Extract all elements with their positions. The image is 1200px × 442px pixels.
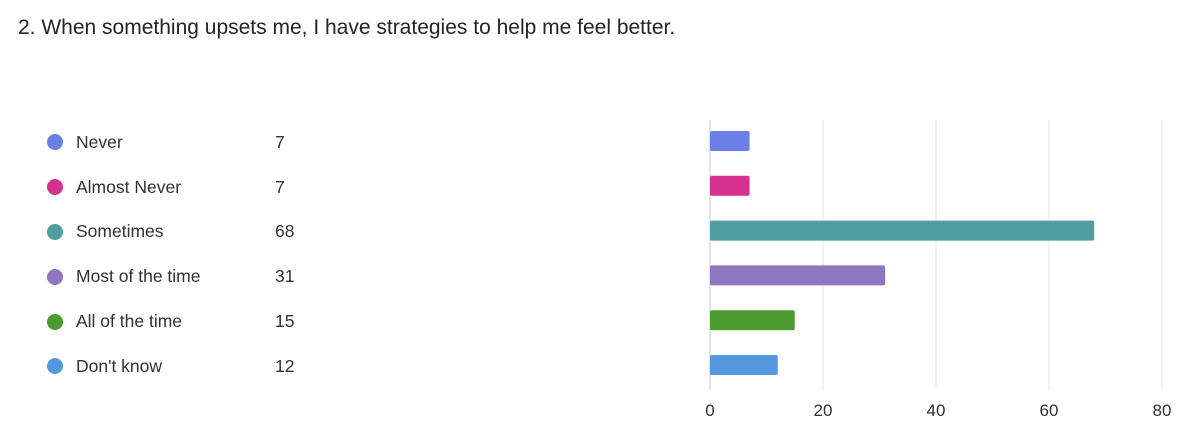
legend-item: Don't know 12 [40,344,340,389]
question-title: 2. When something upsets me, I have stra… [18,16,676,39]
bar[interactable] [710,175,750,196]
x-tick-label: 0 [705,401,714,420]
bar[interactable] [710,220,1095,241]
legend-label: Don't know [76,355,163,376]
legend-dot-icon [47,179,63,196]
legend-item: Almost Never 7 [40,165,340,210]
legend-item: Never 7 [40,120,340,165]
legend-count: 12 [275,355,295,376]
legend-item: Sometimes 68 [40,210,340,255]
legend-dot-icon [47,223,63,240]
legend-item: Most of the time 31 [40,254,340,299]
legend-dot-icon [47,268,63,285]
bar[interactable] [710,265,886,286]
bar[interactable] [710,310,795,331]
legend-dot-icon [47,358,63,375]
bar-chart-svg: 0 20 40 60 80 [705,120,1172,420]
legend-dot-icon [47,313,63,330]
legend-count: 31 [275,266,295,287]
legend-label: All of the time [76,311,183,332]
legend: Never 7 Almost Never 7 Sometimes 68 Most of th… [40,120,340,389]
legend-count: 68 [275,221,295,242]
x-tick-label: 60 [1040,401,1059,420]
x-tick-label: 40 [927,401,946,420]
legend-dot-icon [47,134,63,151]
legend-item: All of the time 15 [40,299,340,344]
legend-count: 7 [275,176,285,197]
legend-count: 15 [275,311,295,332]
bar[interactable] [710,131,750,151]
bar-chart: 0 20 40 60 80 [690,110,1190,430]
x-tick-label: 80 [1153,401,1172,420]
legend-label: Almost Never [76,176,182,197]
x-tick-label: 20 [814,401,833,420]
legend-label: Sometimes [76,221,164,242]
legend-label: Never [76,131,123,152]
bar[interactable] [710,355,778,375]
legend-count: 7 [275,131,285,152]
legend-label: Most of the time [76,266,201,287]
